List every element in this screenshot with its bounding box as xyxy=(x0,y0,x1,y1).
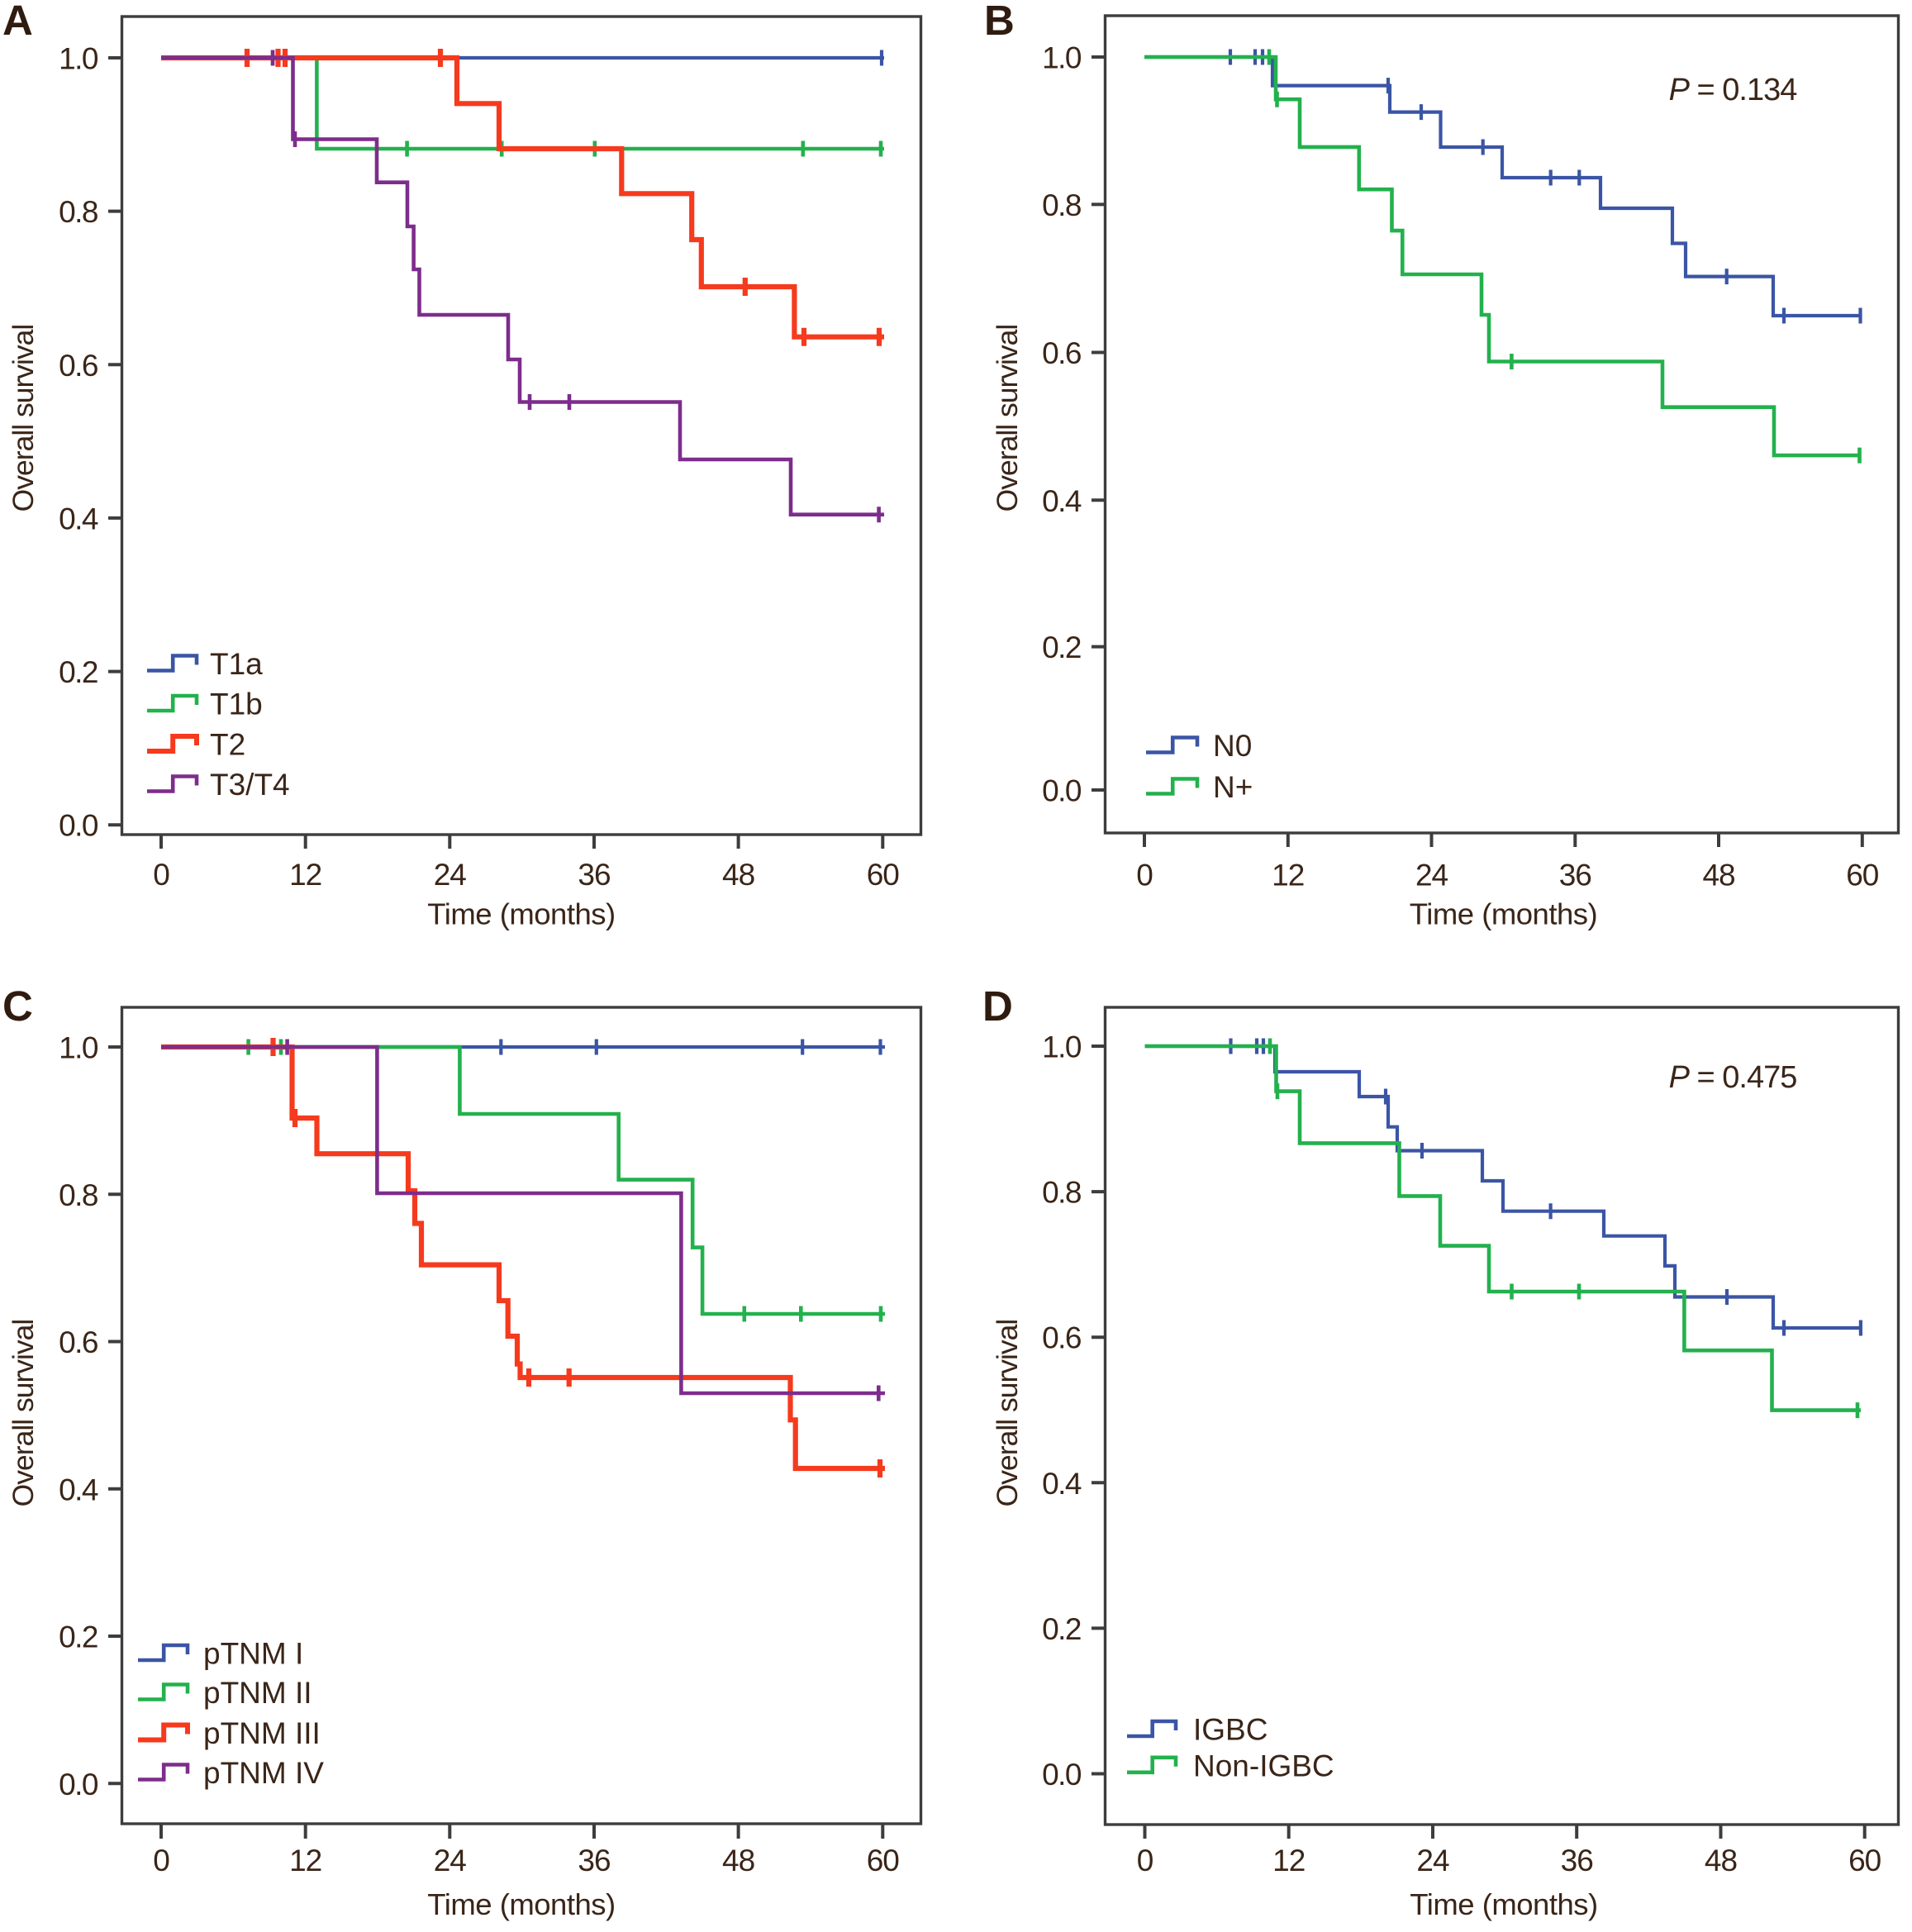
svg-text:36: 36 xyxy=(1559,859,1591,892)
svg-text:A: A xyxy=(2,0,33,44)
svg-text:0.4: 0.4 xyxy=(1042,1467,1082,1501)
svg-text:Time (months): Time (months) xyxy=(1410,1887,1597,1921)
svg-text:48: 48 xyxy=(722,858,754,892)
svg-text:pTNM IV: pTNM IV xyxy=(203,1756,324,1790)
svg-text:1.0: 1.0 xyxy=(1042,41,1082,75)
svg-text:24: 24 xyxy=(434,1844,467,1877)
svg-text:0.0: 0.0 xyxy=(59,809,98,843)
svg-text:0.8: 0.8 xyxy=(59,1178,98,1212)
svg-text:0: 0 xyxy=(153,1844,169,1877)
svg-text:Overall survival: Overall survival xyxy=(991,325,1024,512)
svg-text:24: 24 xyxy=(1415,859,1448,892)
svg-text:N0: N0 xyxy=(1213,729,1252,763)
svg-text:0.4: 0.4 xyxy=(1042,484,1082,518)
svg-text:36: 36 xyxy=(1561,1844,1593,1877)
svg-text:T1b: T1b xyxy=(210,688,263,721)
svg-text:T3/T4: T3/T4 xyxy=(210,768,290,802)
svg-text:Time (months): Time (months) xyxy=(427,897,615,931)
svg-text:Time (months): Time (months) xyxy=(1410,897,1597,931)
svg-text:C: C xyxy=(2,983,33,1030)
svg-text:24: 24 xyxy=(1416,1844,1449,1877)
svg-text:36: 36 xyxy=(578,1844,610,1877)
svg-text:12: 12 xyxy=(289,858,321,892)
svg-text:Overall survival: Overall survival xyxy=(7,325,40,512)
svg-text:pTNM I: pTNM I xyxy=(203,1637,303,1671)
svg-text:T1a: T1a xyxy=(210,647,263,681)
svg-text:0.6: 0.6 xyxy=(1042,336,1081,370)
svg-text:1.0: 1.0 xyxy=(59,42,98,76)
svg-text:0.8: 0.8 xyxy=(1042,1176,1081,1210)
svg-text:Non-IGBC: Non-IGBC xyxy=(1193,1749,1334,1782)
svg-text:P = 0.475: P = 0.475 xyxy=(1669,1060,1797,1095)
svg-text:IGBC: IGBC xyxy=(1193,1713,1268,1747)
svg-text:0: 0 xyxy=(1137,1844,1153,1877)
svg-text:0.8: 0.8 xyxy=(1042,188,1081,222)
svg-text:1.0: 1.0 xyxy=(1042,1030,1082,1064)
svg-text:24: 24 xyxy=(434,858,467,892)
svg-text:60: 60 xyxy=(1846,859,1879,892)
svg-text:48: 48 xyxy=(722,1844,754,1877)
svg-text:60: 60 xyxy=(867,858,900,892)
svg-text:P = 0.134: P = 0.134 xyxy=(1669,73,1798,107)
svg-text:pTNM II: pTNM II xyxy=(203,1676,312,1710)
svg-text:0.0: 0.0 xyxy=(59,1768,98,1801)
svg-text:D: D xyxy=(982,983,1013,1030)
svg-text:pTNM III: pTNM III xyxy=(203,1716,321,1750)
svg-text:B: B xyxy=(984,0,1015,44)
svg-text:0: 0 xyxy=(153,858,169,892)
svg-text:36: 36 xyxy=(578,858,610,892)
svg-text:0.2: 0.2 xyxy=(1042,631,1081,664)
svg-text:48: 48 xyxy=(1705,1844,1737,1877)
svg-text:0.6: 0.6 xyxy=(59,349,98,383)
svg-text:0.2: 0.2 xyxy=(1042,1612,1081,1646)
svg-text:0.6: 0.6 xyxy=(59,1325,98,1359)
svg-text:Overall survival: Overall survival xyxy=(991,1320,1024,1507)
svg-text:N+: N+ xyxy=(1213,770,1253,804)
svg-text:12: 12 xyxy=(1272,1844,1305,1877)
svg-text:12: 12 xyxy=(1272,859,1304,892)
svg-text:48: 48 xyxy=(1702,859,1734,892)
svg-text:0.0: 0.0 xyxy=(1042,774,1082,808)
svg-text:60: 60 xyxy=(867,1844,900,1877)
svg-text:0.6: 0.6 xyxy=(1042,1321,1081,1355)
svg-text:0: 0 xyxy=(1136,859,1153,892)
svg-text:0.4: 0.4 xyxy=(59,502,98,535)
svg-text:0.2: 0.2 xyxy=(59,1620,98,1654)
svg-text:1.0: 1.0 xyxy=(59,1031,98,1065)
svg-text:60: 60 xyxy=(1848,1844,1881,1877)
svg-text:Time (months): Time (months) xyxy=(427,1887,615,1921)
svg-text:0.8: 0.8 xyxy=(59,195,98,229)
svg-text:12: 12 xyxy=(289,1844,321,1877)
svg-text:0.4: 0.4 xyxy=(59,1473,98,1506)
svg-text:0.2: 0.2 xyxy=(59,655,98,689)
svg-text:T2: T2 xyxy=(210,728,245,762)
svg-text:0.0: 0.0 xyxy=(1042,1758,1082,1792)
svg-text:Overall survival: Overall survival xyxy=(7,1320,40,1507)
